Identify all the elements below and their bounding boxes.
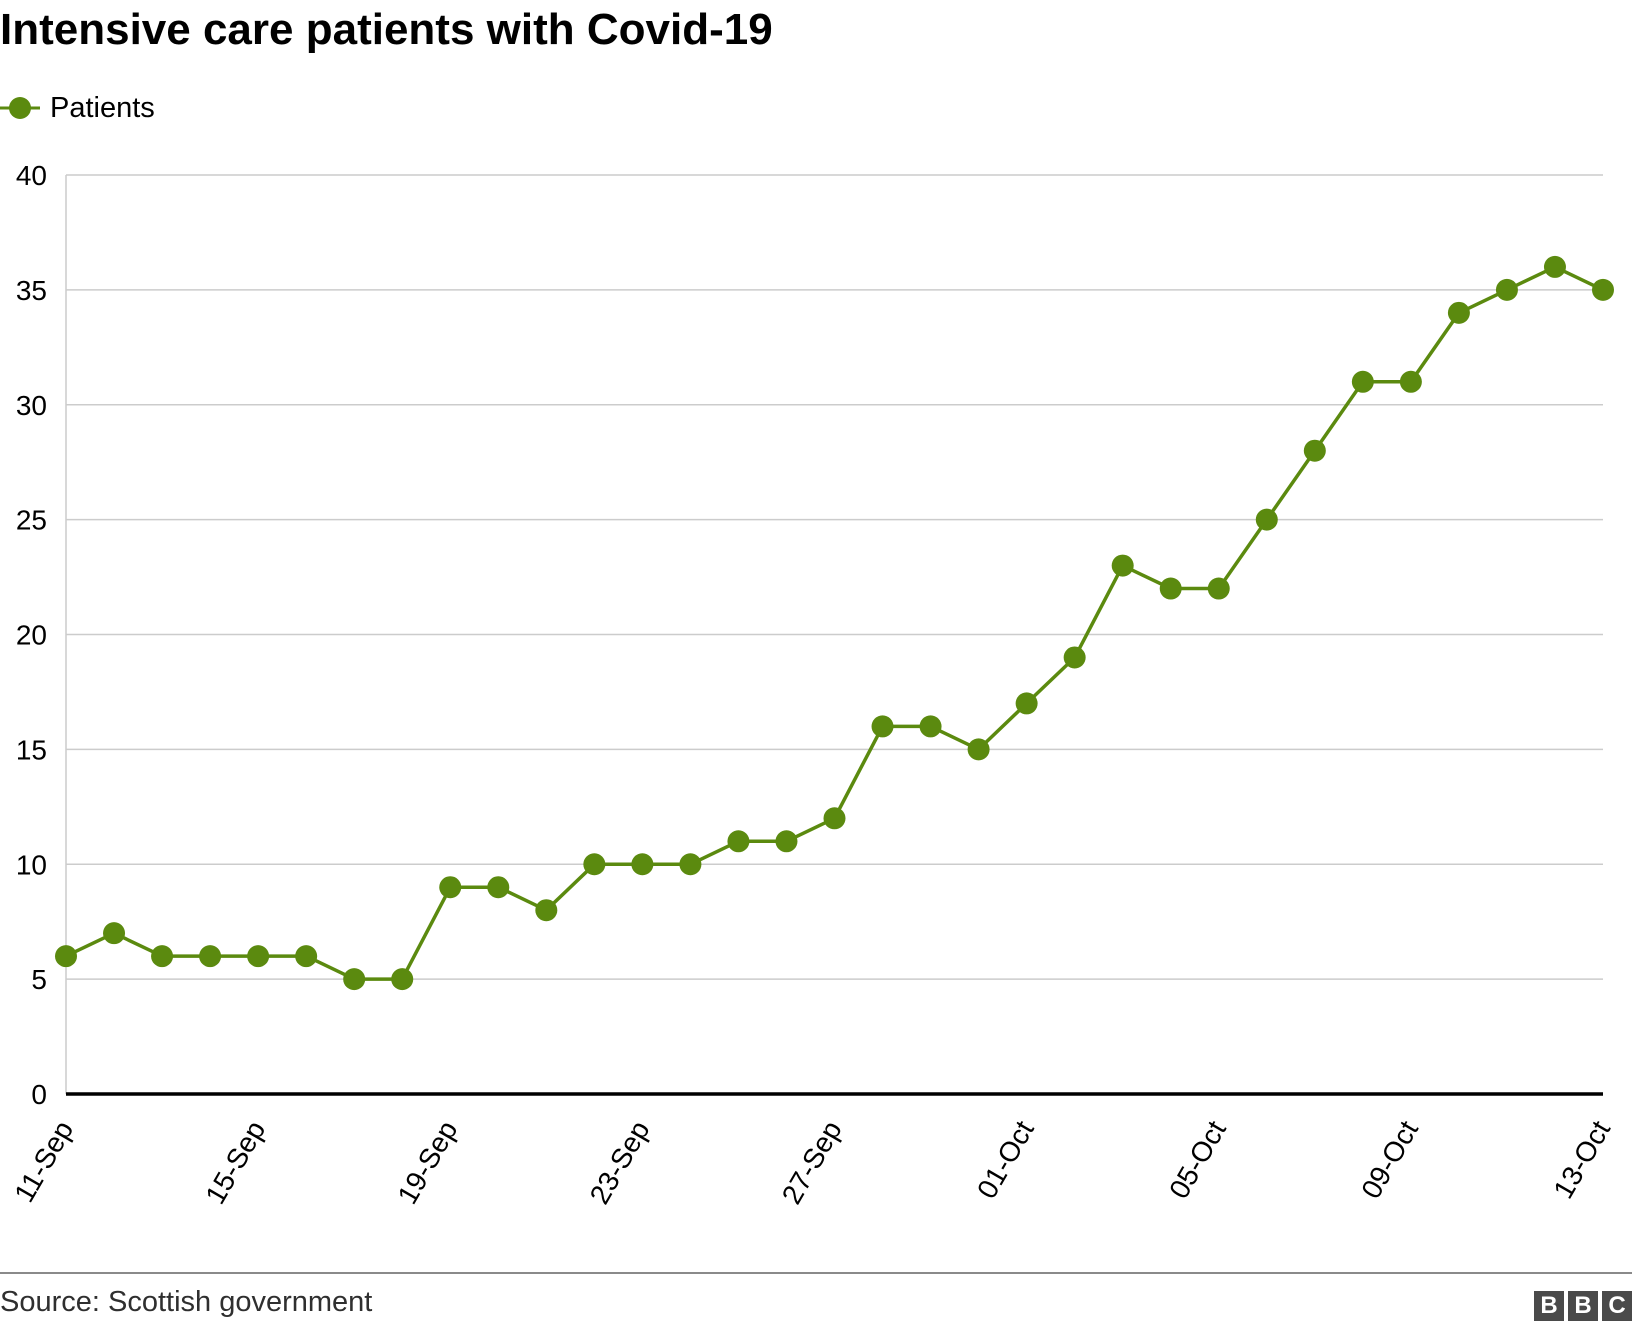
data-point [1255, 508, 1278, 531]
series-line [65, 265, 1604, 981]
legend: Patients [0, 88, 155, 128]
data-point [103, 922, 126, 945]
y-tick-label: 30 [16, 390, 47, 421]
data-point [343, 968, 366, 991]
logo-letter: B [1534, 1291, 1564, 1321]
data-point [391, 968, 414, 991]
legend-marker-icon [0, 97, 40, 119]
logo-letter: B [1568, 1291, 1598, 1321]
y-tick-label: 15 [16, 734, 47, 765]
source-note: Source: Scottish government [0, 1286, 373, 1318]
data-point [247, 945, 270, 968]
data-point [1543, 255, 1566, 278]
y-axis-tick-labels: 0 5 10 15 20 25 30 35 40 [16, 160, 47, 1110]
chart-title: Intensive care patients with Covid-19 [0, 5, 773, 54]
y-tick-label: 40 [16, 160, 47, 191]
data-point [919, 715, 942, 738]
y-tick-label: 0 [31, 1079, 47, 1110]
footer-divider [0, 1272, 1632, 1274]
data-point [1351, 370, 1374, 393]
data-point [487, 876, 510, 899]
x-tick-label: 13-Oct [1547, 1115, 1616, 1203]
data-point [1207, 577, 1230, 600]
data-point [1303, 439, 1326, 462]
data-point [727, 830, 750, 853]
x-tick-label: 09-Oct [1355, 1115, 1424, 1203]
data-point [1447, 301, 1470, 324]
data-point [1592, 278, 1614, 301]
data-point [535, 899, 558, 922]
y-tick-label: 20 [16, 620, 47, 651]
data-point [583, 853, 606, 876]
data-point [1015, 692, 1038, 715]
data-point [1159, 577, 1182, 600]
series-patients [55, 255, 1614, 991]
y-tick-label: 25 [16, 505, 47, 536]
y-tick-label: 35 [16, 275, 47, 306]
y-tick-label: 5 [31, 964, 47, 995]
data-point [151, 945, 174, 968]
data-point [871, 715, 894, 738]
x-tick-label: 11-Sep [8, 1116, 79, 1208]
data-point [439, 876, 462, 899]
logo-letter: C [1602, 1291, 1632, 1321]
x-tick-label: 27-Sep [776, 1116, 848, 1210]
data-point [823, 807, 846, 830]
y-tick-label: 10 [16, 849, 47, 880]
bbc-logo: B B C [1534, 1291, 1632, 1321]
x-tick-label: 05-Oct [1163, 1115, 1232, 1203]
gridlines [65, 174, 1603, 1096]
data-point [1399, 370, 1422, 393]
x-tick-label: 15-Sep [199, 1116, 271, 1210]
data-point [55, 945, 77, 968]
data-point [199, 945, 222, 968]
x-tick-label: 01-Oct [971, 1115, 1040, 1203]
data-point [967, 738, 990, 761]
data-point [1063, 646, 1086, 669]
x-axis-tick-labels: 11-Sep 15-Sep 19-Sep 23-Sep 27-Sep 01-Oct 05-O… [8, 1115, 1616, 1209]
data-point [295, 945, 318, 968]
data-point [679, 853, 702, 876]
x-tick-label: 19-Sep [391, 1116, 463, 1210]
x-tick-label: 23-Sep [584, 1116, 656, 1210]
data-point [631, 853, 654, 876]
data-point [1495, 278, 1518, 301]
data-point [775, 830, 798, 853]
legend-label: Patients [50, 92, 155, 124]
data-point [1111, 554, 1134, 577]
